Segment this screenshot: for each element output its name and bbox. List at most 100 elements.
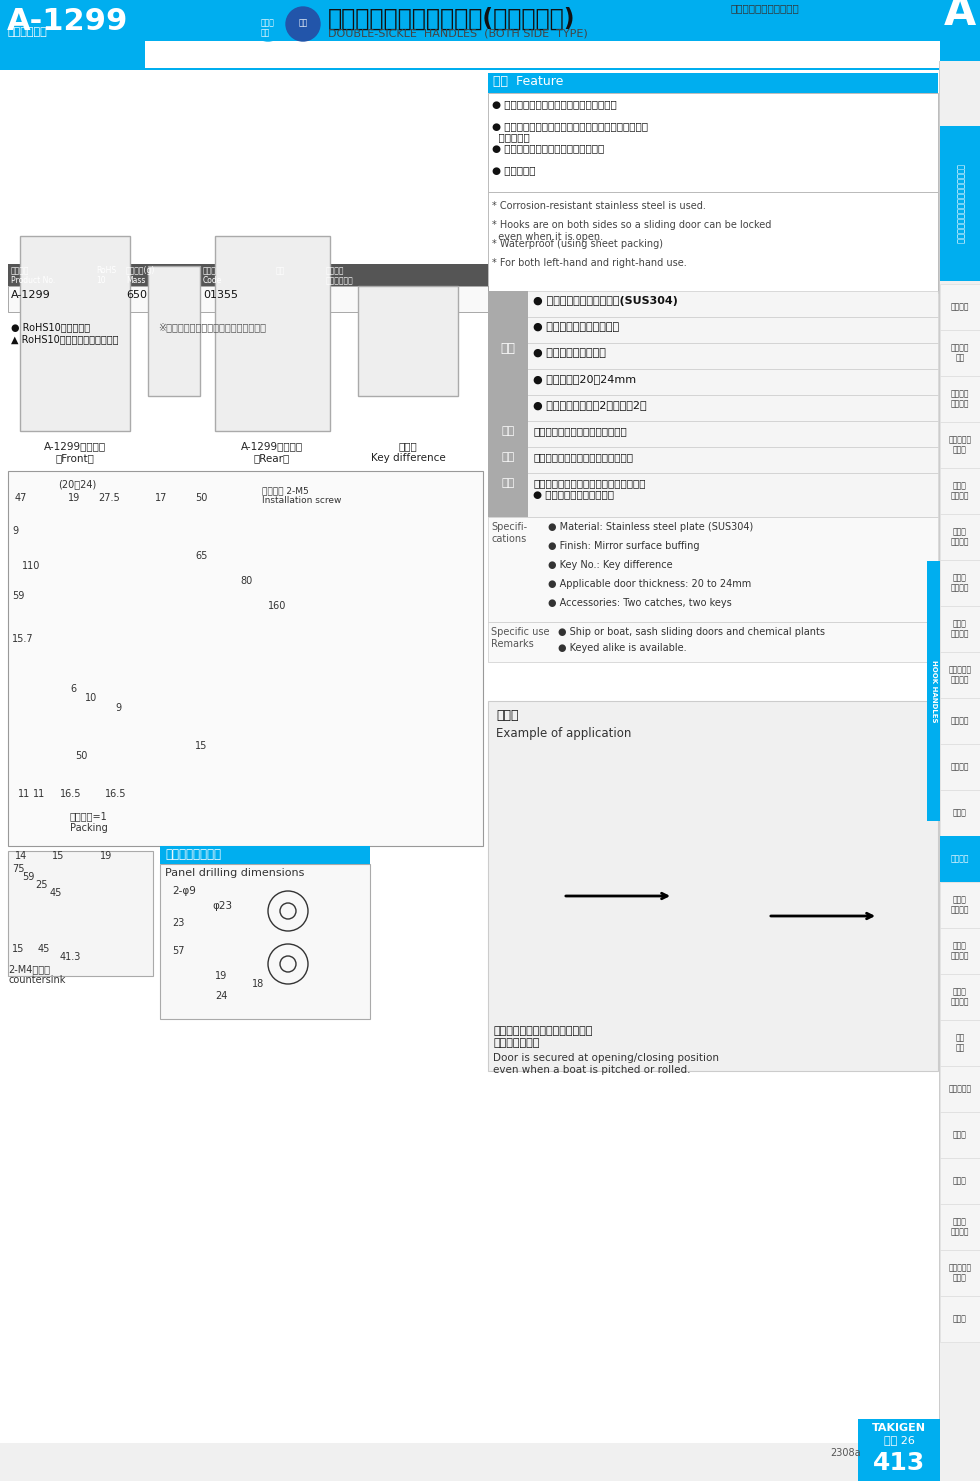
Text: リンク: リンク: [954, 809, 967, 818]
Bar: [940, 835, 980, 883]
Text: パネル穴明けナ法: パネル穴明けナ法: [165, 849, 221, 860]
Text: ● 鍵　番　号：鍵違い: ● 鍵 番 号：鍵違い: [533, 348, 606, 358]
Text: 50: 50: [75, 751, 87, 761]
Text: ステンレス製: ステンレス製: [7, 27, 47, 37]
Text: Installation screw: Installation screw: [262, 496, 341, 505]
Bar: [358, 286, 458, 395]
Bar: [940, 0, 980, 61]
Text: ● Finish: Mirror surface buffing: ● Finish: Mirror surface buffing: [548, 541, 700, 551]
Text: 16.5: 16.5: [60, 789, 81, 800]
Text: 18: 18: [252, 979, 265, 989]
Text: Specifi-
cations: Specifi- cations: [491, 521, 527, 544]
Bar: [939, 61, 940, 1481]
Text: 取　手: 取 手: [954, 1130, 967, 1139]
Bar: [940, 883, 980, 929]
Text: A: A: [944, 0, 976, 34]
Bar: [488, 447, 528, 472]
Text: 製品質量(g)
Mass: 製品質量(g) Mass: [126, 267, 156, 286]
Text: 9: 9: [115, 703, 122, 712]
Text: 適用板厚外の場合はお問合せください。
● 同一鍵番号もあります。: 適用板厚外の場合はお問合せください。 ● 同一鍵番号もあります。: [533, 478, 646, 499]
Bar: [488, 369, 938, 395]
Bar: [940, 468, 980, 514]
Text: ● 材　質：ステンレス鋼板(SUS304): ● 材 質：ステンレス鋼板(SUS304): [533, 296, 678, 307]
Bar: [488, 344, 938, 369]
Text: 80: 80: [240, 576, 252, 586]
Text: 14: 14: [15, 852, 27, 860]
Bar: [145, 19, 940, 21]
Text: 2-φ9: 2-φ9: [172, 886, 196, 896]
Text: 止め金
ロッド棒: 止め金 ロッド棒: [951, 1217, 969, 1237]
Text: ● Ship or boat, sash sliding doors and chemical plants: ● Ship or boat, sash sliding doors and c…: [558, 626, 825, 637]
Text: 59: 59: [22, 872, 34, 883]
Text: 650: 650: [126, 290, 147, 301]
Text: フリーザー
連　固: フリーザー 連 固: [949, 435, 971, 455]
Text: Specific use
Remarks: Specific use Remarks: [491, 626, 550, 649]
Bar: [940, 330, 980, 376]
Text: ステン
レス: ステン レス: [261, 18, 275, 37]
Text: Ｌ　型
ハンドル: Ｌ 型 ハンドル: [951, 942, 969, 961]
Text: 15: 15: [12, 943, 24, 954]
Text: Door is secured at opening/closing position
even when a boat is pitched or rolle: Door is secured at opening/closing posit…: [493, 1053, 719, 1075]
Bar: [8, 852, 153, 976]
Text: フック式: フック式: [951, 855, 969, 863]
Bar: [940, 974, 980, 1020]
Text: スナッチ: スナッチ: [951, 763, 969, 772]
Text: ● フックが両側にあるので開いた状態でも引戸を固定
  できます。: ● フックが両側にあるので開いた状態でも引戸を固定 できます。: [492, 121, 648, 142]
Bar: [488, 517, 938, 622]
Bar: [488, 317, 938, 344]
Bar: [148, 267, 200, 395]
Text: ● 防水タイプ（シートパッキン使用）: ● 防水タイプ（シートパッキン使用）: [492, 144, 605, 153]
Text: 備考: 備考: [502, 478, 514, 489]
Text: 11: 11: [18, 789, 30, 800]
Text: * Waterproof (using sheet packing): * Waterproof (using sheet packing): [492, 238, 663, 249]
Text: (20〜24): (20〜24): [58, 478, 96, 489]
Bar: [20, 235, 130, 431]
Bar: [488, 701, 938, 1071]
Text: 平　面
スイング: 平 面 スイング: [951, 481, 969, 501]
Bar: [940, 1112, 980, 1158]
Text: ● Applicable door thickness: 20 to 24mm: ● Applicable door thickness: 20 to 24mm: [548, 579, 752, 589]
Text: ● 適用扉厚：20〜24mm: ● 適用扉厚：20〜24mm: [533, 375, 636, 384]
Text: Ｔ　型
ハンドル: Ｔ 型 ハンドル: [951, 988, 969, 1007]
Text: A-1299（表面）: A-1299（表面）: [44, 441, 106, 452]
Bar: [488, 290, 528, 421]
Text: Panel drilling dimensions: Panel drilling dimensions: [165, 868, 305, 878]
Text: ● 左右兼用型: ● 左右兼用型: [492, 164, 535, 175]
Bar: [940, 376, 980, 422]
Text: 2308a: 2308a: [830, 1448, 860, 1457]
Bar: [488, 472, 528, 517]
Text: 160: 160: [268, 601, 286, 612]
Bar: [488, 395, 938, 421]
Text: 使用例: 使用例: [496, 709, 518, 723]
Text: ローラー
錠り: ローラー 錠り: [951, 344, 969, 363]
Text: 舶用ドア・サッシ引戸・化学工場: 舶用ドア・サッシ引戸・化学工場: [533, 427, 627, 435]
Bar: [940, 560, 980, 606]
Bar: [940, 698, 980, 743]
Text: コード
Code: コード Code: [203, 267, 222, 286]
Text: * Corrosion-resistant stainless steel is used.: * Corrosion-resistant stainless steel is…: [492, 201, 706, 210]
Text: パッキン=1: パッキン=1: [70, 812, 108, 820]
Bar: [940, 1020, 980, 1066]
Text: 特殊密閉
ハンドル: 特殊密閉 ハンドル: [951, 390, 969, 409]
Text: 50: 50: [195, 493, 208, 504]
Text: 15: 15: [195, 740, 208, 751]
Text: ● ステンレス製で耐食性に優れています。: ● ステンレス製で耐食性に優れています。: [492, 99, 616, 110]
Text: 57: 57: [172, 946, 184, 957]
Text: 平　面
ハンドル: 平 面 ハンドル: [951, 527, 969, 546]
Bar: [940, 652, 980, 698]
Text: 45: 45: [50, 889, 63, 897]
Bar: [940, 743, 980, 789]
Text: 47: 47: [15, 493, 27, 504]
Text: ● Keyed alike is available.: ● Keyed alike is available.: [558, 643, 687, 653]
Text: 17: 17: [155, 493, 168, 504]
Text: 10: 10: [85, 693, 97, 703]
Bar: [940, 1204, 980, 1250]
Bar: [0, 68, 940, 70]
Bar: [940, 789, 980, 835]
Text: リフト
ハンドル: リフト ハンドル: [951, 619, 969, 638]
Text: つまみ: つまみ: [954, 1176, 967, 1185]
Text: 15.7: 15.7: [12, 634, 33, 644]
Bar: [940, 606, 980, 652]
Bar: [940, 1250, 980, 1296]
Text: DOUBLE-SICKLE  HANDLES  (BOTH SIDE  TYPE): DOUBLE-SICKLE HANDLES (BOTH SIDE TYPE): [328, 28, 588, 39]
